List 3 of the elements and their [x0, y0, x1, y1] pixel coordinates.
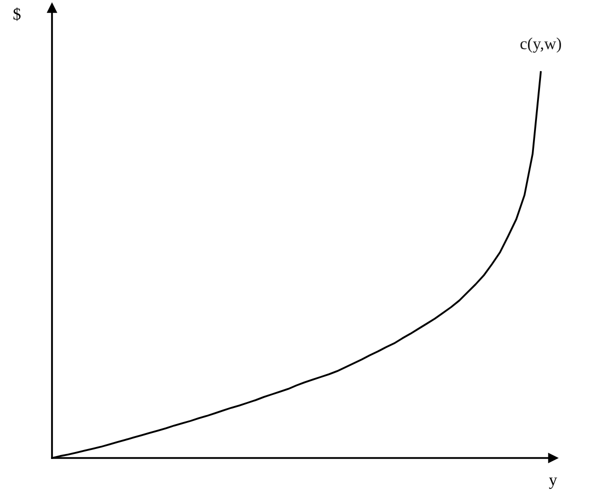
y-axis-title: $ [13, 7, 21, 21]
series-label: c(y,w) [520, 38, 562, 53]
x-axis-title: y [549, 478, 558, 489]
